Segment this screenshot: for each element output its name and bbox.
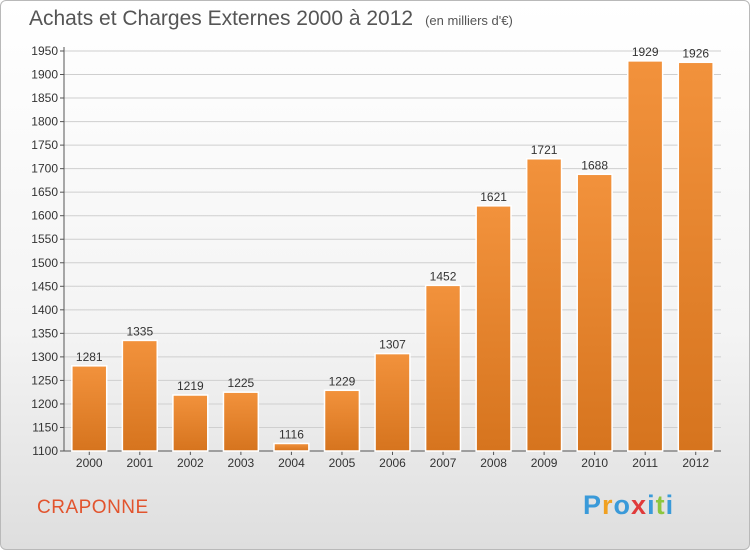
commune-name: CRAPONNE: [37, 497, 149, 518]
y-tick-label: 1300: [31, 350, 58, 364]
x-tick-label-2009: 2009: [531, 456, 558, 470]
value-label-2000: 1281: [76, 350, 103, 364]
bar-2012: [677, 61, 714, 452]
bar-2004: [273, 442, 310, 452]
y-tick-label: 1250: [31, 373, 58, 387]
value-label-2005: 1229: [329, 374, 356, 388]
value-label-2007: 1452: [430, 269, 457, 283]
value-label-2008: 1621: [480, 190, 507, 204]
logo-letter: x: [631, 490, 648, 520]
x-tick-label-2006: 2006: [379, 456, 406, 470]
x-tick-label-2011: 2011: [632, 456, 658, 470]
bar-2000: [71, 365, 108, 452]
y-tick-label: 1550: [31, 232, 58, 246]
bar-2011: [627, 60, 664, 452]
bar-2008: [475, 205, 512, 452]
value-labels: 1281 1335 1219 1225 1116 1229 1307 1452 1621 1721…: [76, 45, 709, 442]
axes: 1100 1150 1200 1250 1300 1350 1400 1450 1500 1550…: [31, 44, 721, 470]
value-label-2004: 1116: [279, 427, 304, 441]
x-tick-label-2005: 2005: [329, 456, 356, 470]
y-tick-label: 1800: [31, 115, 58, 129]
bar-2005: [323, 389, 361, 452]
bar-2001: [121, 339, 158, 452]
y-tick-label: 1350: [31, 326, 58, 340]
x-tick-label-2010: 2010: [581, 456, 608, 470]
y-tick-label: 1950: [31, 44, 58, 58]
logo-letter: i: [647, 490, 656, 520]
y-tick-label: 1500: [31, 256, 58, 270]
logo-letter: i: [665, 490, 675, 520]
bar-2003: [222, 391, 260, 452]
x-tick-label-2004: 2004: [278, 456, 305, 470]
y-tick-label: 1600: [31, 209, 58, 223]
y-tick-label: 1700: [31, 162, 58, 176]
x-tick-label-2002: 2002: [177, 456, 204, 470]
bar-2006: [374, 352, 411, 452]
logo-letter: r: [602, 490, 614, 520]
value-label-2012: 1926: [682, 46, 709, 60]
x-tick-label-2001: 2001: [126, 456, 153, 470]
bar-2007: [424, 284, 462, 452]
y-tick-label: 1200: [31, 397, 58, 411]
value-label-2010: 1688: [581, 158, 608, 172]
x-tick-label-2003: 2003: [228, 456, 255, 470]
logo-letter: o: [613, 490, 632, 520]
chart-subtitle: (en milliers d'€): [425, 13, 513, 28]
y-tick-label: 1650: [31, 185, 58, 199]
bar-2002: [172, 394, 209, 452]
value-label-2009: 1721: [531, 143, 558, 157]
value-label-2006: 1307: [379, 338, 406, 352]
proxiti-logo: Proxiti: [583, 490, 674, 521]
value-label-2003: 1225: [228, 376, 255, 390]
y-tick-label: 1100: [32, 444, 58, 458]
y-tick-label: 1850: [31, 91, 58, 105]
bar-2009: [525, 158, 563, 452]
x-tick-label-2012: 2012: [682, 456, 709, 470]
x-tick-label-2007: 2007: [430, 456, 457, 470]
x-tick-label-2000: 2000: [76, 456, 103, 470]
y-tick-label: 1900: [31, 68, 58, 82]
value-label-2001: 1335: [126, 324, 153, 338]
x-tick-label-2008: 2008: [480, 456, 507, 470]
y-tick-label: 1750: [31, 138, 58, 152]
value-label-2011: 1929: [632, 45, 659, 59]
logo-letter: P: [583, 490, 603, 520]
logo-letter: t: [655, 490, 666, 520]
value-label-2002: 1219: [177, 379, 204, 393]
bar-2010: [576, 173, 613, 452]
y-tick-label: 1150: [32, 420, 58, 434]
bars: [71, 60, 714, 452]
chart-title-text: Achats et Charges Externes 2000 à 2012: [29, 7, 414, 30]
chart-title: Achats et Charges Externes 2000 à 2012 (e…: [29, 7, 513, 31]
y-tick-label: 1450: [31, 279, 58, 293]
y-tick-label: 1400: [31, 303, 58, 317]
